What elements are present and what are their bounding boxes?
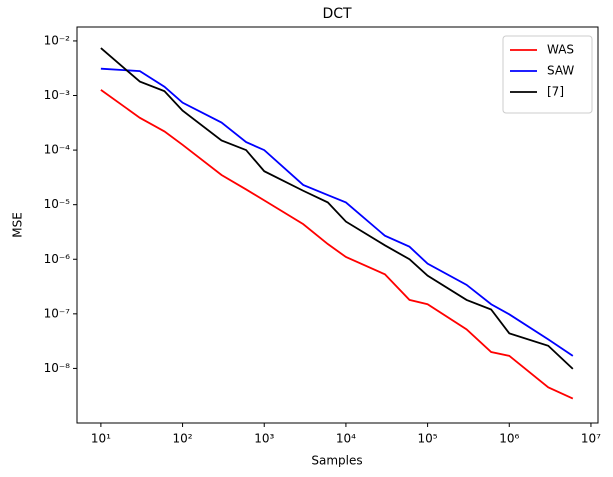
y-tick-label: 10⁻³ bbox=[44, 88, 71, 102]
y-tick-label: 10⁻⁷ bbox=[44, 306, 71, 320]
legend-label: [7] bbox=[547, 85, 564, 99]
plot-frame bbox=[76, 26, 599, 424]
y-tick-label: 10⁻⁴ bbox=[44, 143, 71, 157]
y-tick-label: 10⁻² bbox=[44, 33, 71, 47]
line bbox=[100, 89, 574, 400]
y-tick-label: 10⁻⁵ bbox=[44, 197, 71, 211]
legend-label: WAS bbox=[547, 43, 574, 57]
x-tick-label: 10² bbox=[173, 432, 193, 446]
x-tick-label: 10⁴ bbox=[336, 432, 356, 446]
x-axis-label: Samples bbox=[311, 454, 362, 468]
line bbox=[100, 47, 574, 370]
x-tick-label: 10⁷ bbox=[581, 432, 601, 446]
chart-title: DCT bbox=[322, 6, 352, 22]
x-tick-label: 10⁵ bbox=[418, 432, 438, 446]
legend-label: SAW bbox=[547, 64, 574, 78]
x-tick-label: 10³ bbox=[254, 432, 274, 446]
y-axis-label: MSE bbox=[11, 212, 25, 238]
line bbox=[100, 67, 574, 357]
y-tick-label: 10⁻⁸ bbox=[44, 361, 71, 375]
x-tick-label: 10¹ bbox=[91, 432, 111, 446]
y-tick-label: 10⁻⁶ bbox=[44, 252, 71, 266]
x-tick-label: 10⁶ bbox=[499, 432, 519, 446]
legend-box bbox=[502, 35, 593, 114]
